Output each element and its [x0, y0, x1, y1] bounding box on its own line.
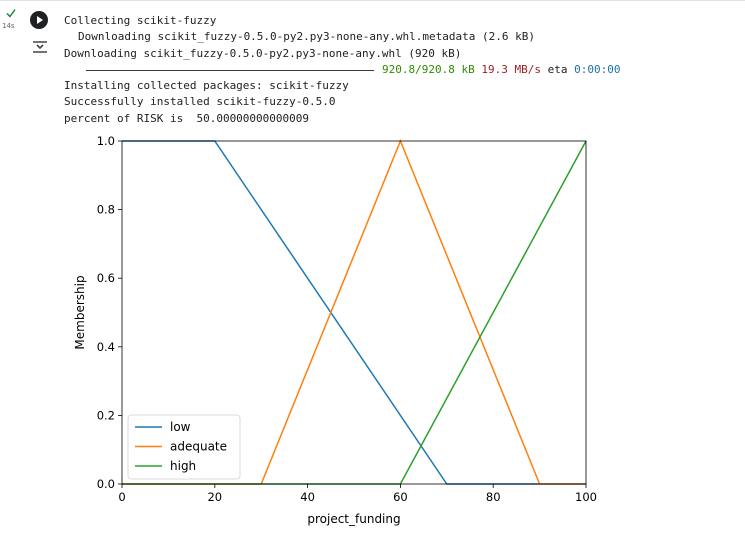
progress-eta: 0:00:00 [574, 62, 621, 76]
legend-label-adequate: adequate [170, 440, 227, 454]
run-cell-button[interactable] [30, 11, 48, 29]
x-tick-label: 60 [393, 490, 408, 504]
y-tick-label: 1.0 [97, 134, 115, 148]
y-tick-label: 0.2 [97, 408, 115, 422]
progress-bar [86, 69, 374, 71]
output-line: Downloading scikit_fuzzy-0.5.0-py2.py3-n… [64, 46, 462, 60]
x-axis-label: project_funding [307, 512, 400, 526]
y-tick-label: 0.0 [97, 477, 115, 491]
legend-box [127, 414, 241, 480]
legend-label-low: low [170, 420, 191, 434]
output-toggle-icon[interactable] [31, 38, 49, 56]
y-tick-label: 0.8 [97, 203, 115, 217]
x-tick-label: 0 [118, 490, 125, 504]
x-tick-label: 80 [486, 490, 501, 504]
legend-label-high: high [170, 459, 196, 473]
progress-eta-label: eta [547, 62, 568, 76]
play-icon [37, 16, 43, 24]
output-line: percent of RISK is 50.00000000000009 [64, 111, 310, 125]
cell-gutter: 14s [0, 0, 58, 537]
x-tick-label: 100 [575, 490, 597, 504]
cell-output: Collecting scikit-fuzzy Downloading scik… [64, 13, 620, 127]
membership-chart: 0 20 40 60 80 100 0.0 0.2 0.4 0.6 0.8 1.0 project_fu… [64, 128, 624, 537]
y-tick-label: 0.4 [97, 340, 115, 354]
progress-amount: 920.8/920.8 kB [382, 62, 475, 76]
execution-time: 14s [2, 22, 15, 30]
output-line: Downloading scikit_fuzzy-0.5.0-py2.py3-n… [78, 30, 535, 44]
y-axis-label: Membership [73, 275, 87, 349]
output-line: Collecting scikit-fuzzy [64, 14, 217, 27]
plot-frame [121, 140, 587, 485]
x-tick-label: 20 [207, 490, 222, 504]
x-tick-label: 40 [300, 490, 315, 504]
output-line: Successfully installed scikit-fuzzy-0.5.… [64, 95, 336, 109]
output-line: Installing collected packages: scikit-fu… [64, 79, 349, 93]
progress-rate: 19.3 MB/s [481, 62, 541, 76]
download-progress: 920.8/920.8 kB 19.3 MB/s eta 0:00:00 [64, 62, 620, 78]
check-icon [6, 9, 16, 18]
y-tick-label: 0.6 [97, 271, 115, 285]
chart-svg: 0 20 40 60 80 100 0.0 0.2 0.4 0.6 0.8 1.0 project_fu… [73, 134, 597, 526]
cell-top-border [0, 0, 745, 1]
